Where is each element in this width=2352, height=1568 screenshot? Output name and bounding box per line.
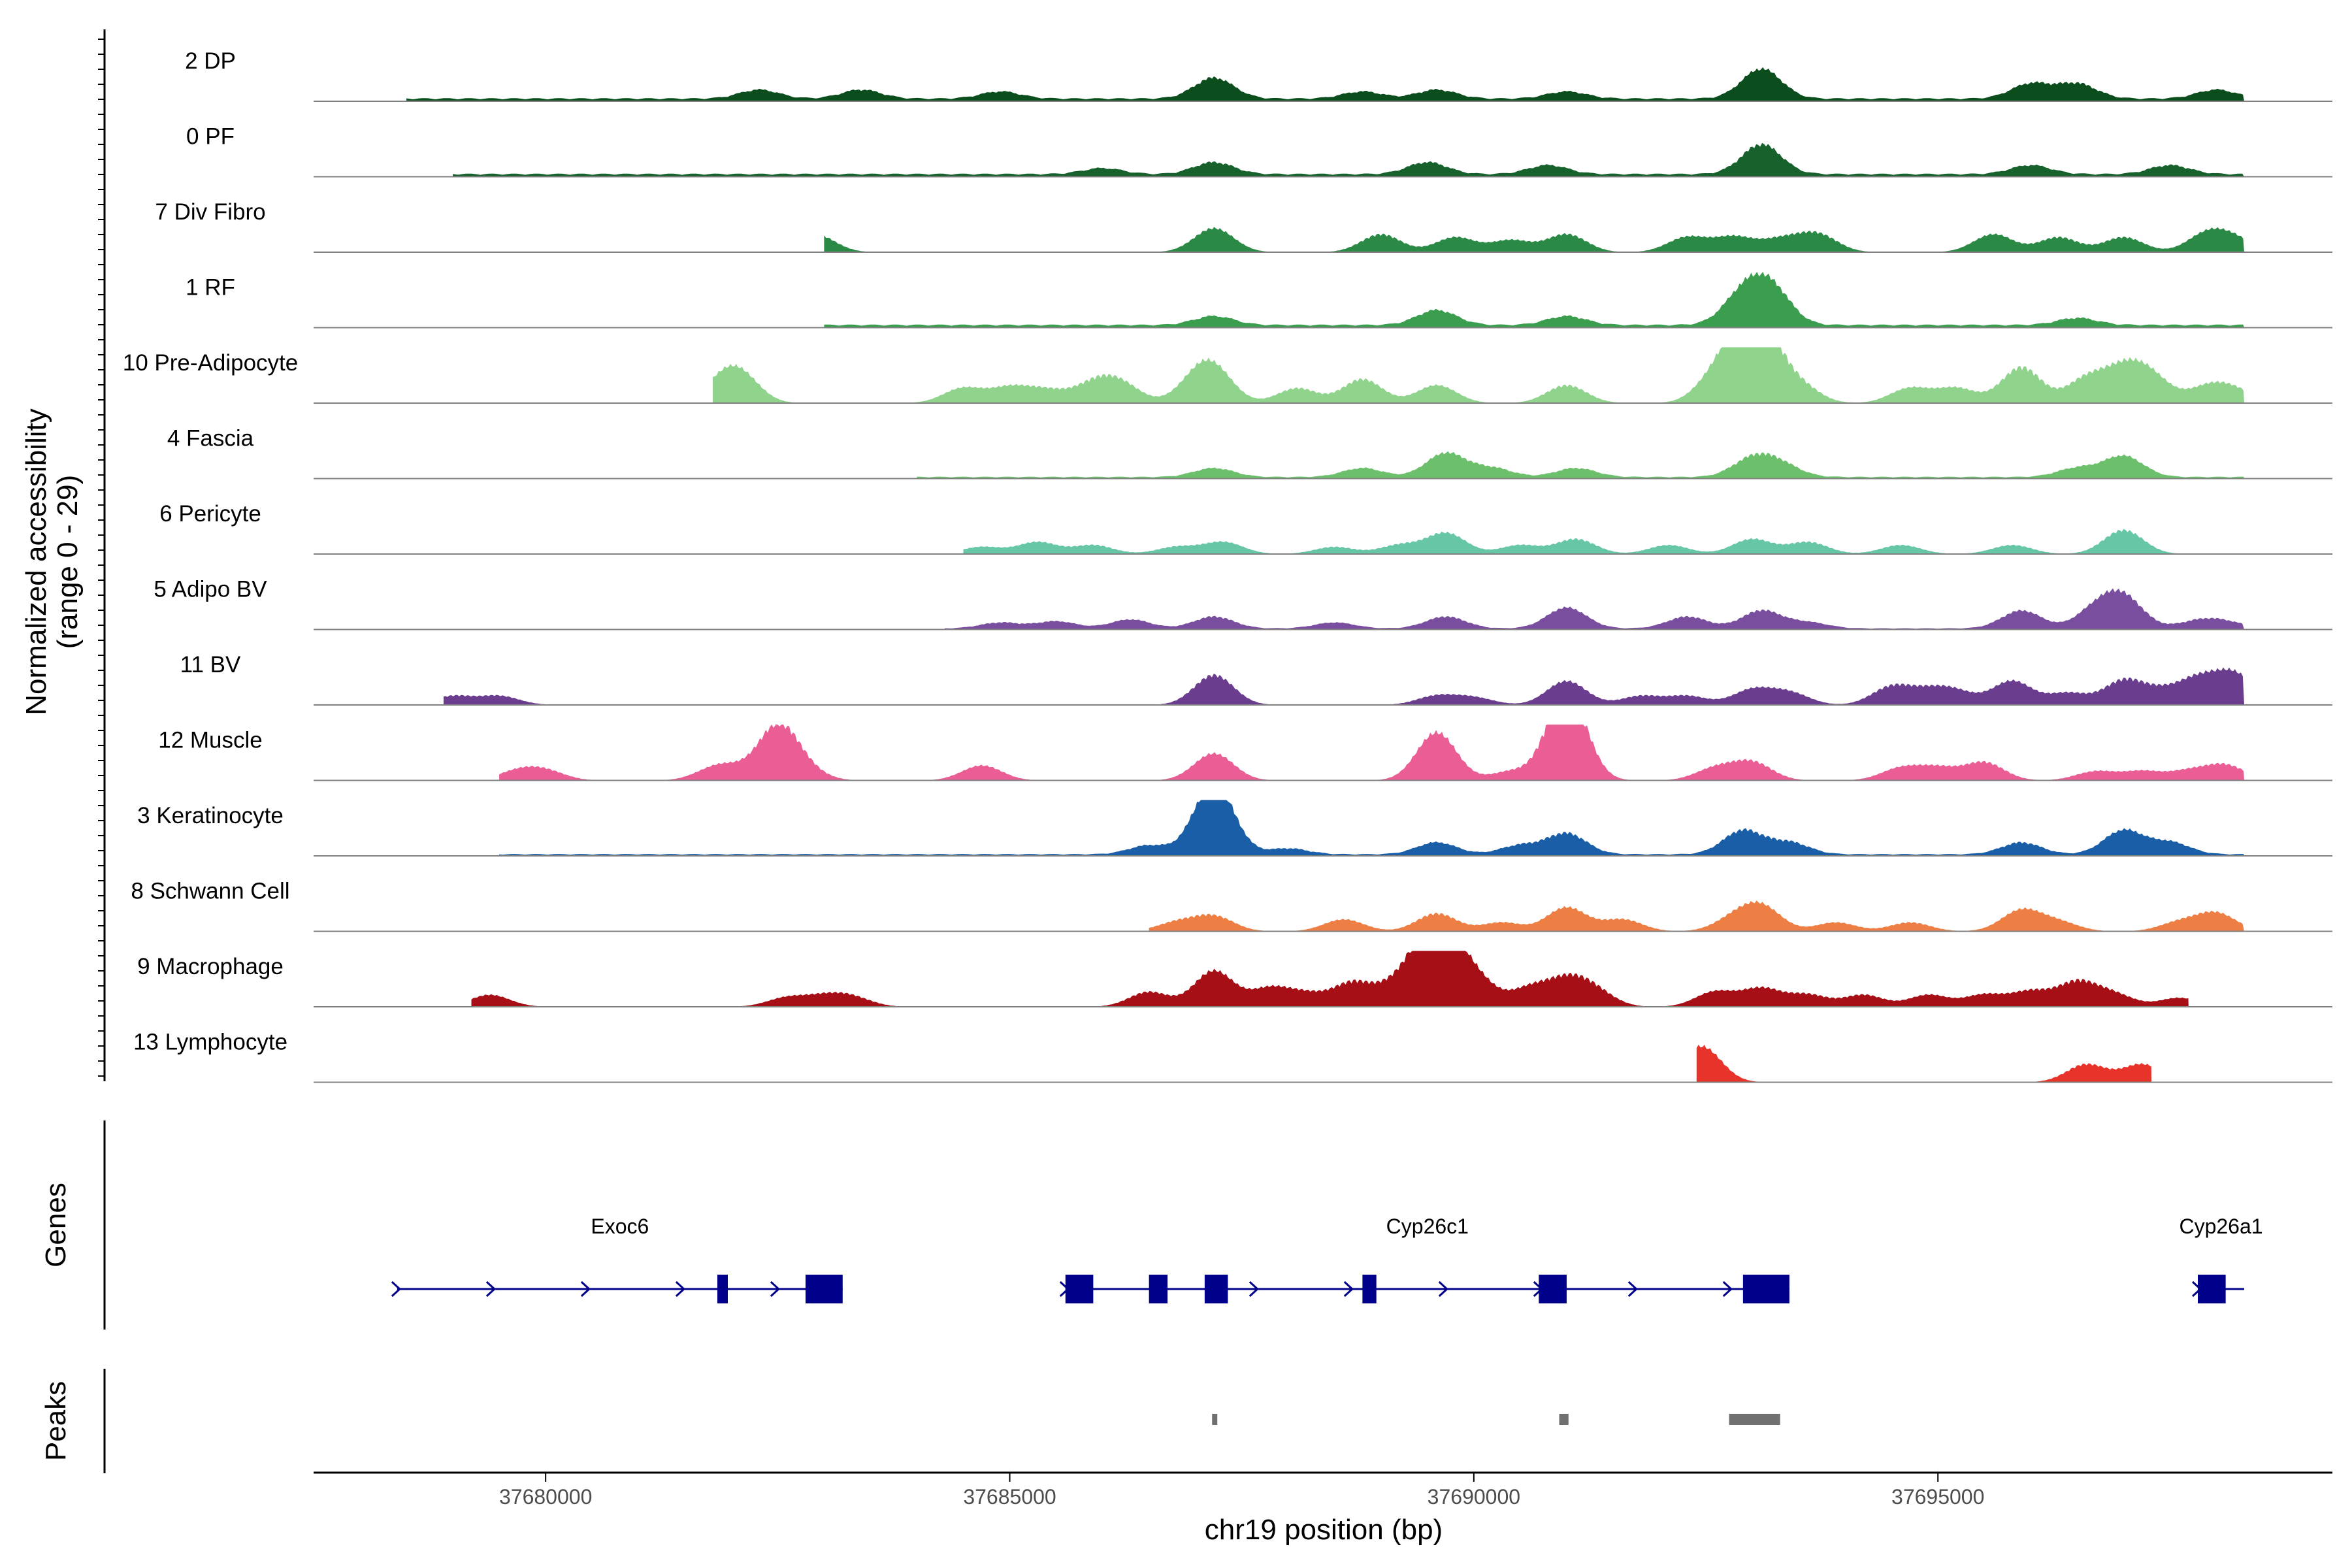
genes-axis-label: Genes [40, 1183, 72, 1267]
genes-panel: Exoc6 Cyp26c1 Cyp26a1 [103, 1120, 2263, 1330]
y-axis-label: Normalized accessibility [20, 408, 52, 715]
track-label: 9 Macrophage [137, 954, 284, 979]
coverage-area [499, 800, 2244, 856]
peak-region [1559, 1414, 1569, 1425]
track-label: 8 Schwann Cell [131, 879, 289, 904]
coverage-area [471, 951, 2189, 1007]
gene-exon [2198, 1275, 2226, 1303]
coverage-area [917, 451, 2244, 479]
coverage-area [499, 725, 2244, 781]
x-tick-label: 37680000 [499, 1485, 592, 1509]
x-axis-label: chr19 position (bp) [1205, 1514, 1443, 1546]
peaks-axis-label: Peaks [40, 1381, 72, 1461]
strand-arrow [675, 1281, 686, 1298]
track-label: 11 BV [180, 652, 241, 678]
coverage-area [824, 272, 2245, 328]
coverage-area [1149, 900, 2244, 932]
strand-arrow [1249, 1281, 1259, 1298]
gene-name: Cyp26a1 [2179, 1215, 2262, 1238]
gene-exon [1204, 1275, 1228, 1303]
gene-name: Exoc6 [591, 1215, 649, 1238]
track-label: 13 Lymphocyte [133, 1030, 287, 1055]
gene-name: Cyp26c1 [1386, 1215, 1469, 1238]
strand-arrow [1343, 1281, 1354, 1298]
y-axis [98, 29, 106, 1081]
track-label: 2 DP [185, 48, 236, 74]
track-label: 10 Pre-Adipocyte [123, 350, 298, 376]
strand-arrow [391, 1281, 402, 1298]
gene-exon [717, 1275, 728, 1303]
coverage-area [453, 142, 2244, 177]
y-axis-sublabel: (range 0 - 29) [52, 475, 84, 649]
coverage-area [406, 67, 2244, 101]
peak-region [1212, 1414, 1218, 1425]
coverage-area [443, 667, 2245, 705]
track-label: 5 Adipo BV [154, 577, 267, 602]
strand-arrow [485, 1281, 497, 1298]
track-label: 4 Fascia [167, 426, 254, 451]
gene-exon [1539, 1275, 1567, 1303]
gene-exon [1149, 1275, 1168, 1303]
strand-arrow [770, 1281, 781, 1298]
gene-exon [1065, 1275, 1094, 1303]
x-tick-label: 37685000 [963, 1485, 1056, 1509]
x-tick-label: 37690000 [1428, 1485, 1520, 1509]
track-label: 6 Pericyte [159, 501, 261, 527]
track-label: 12 Muscle [158, 728, 263, 753]
track-label: 0 PF [186, 124, 235, 150]
coverage-area [945, 588, 2244, 630]
strand-arrow [1627, 1281, 1638, 1298]
coverage-area [1696, 1045, 2151, 1083]
strand-arrow [580, 1281, 591, 1298]
gene-exon [1742, 1275, 1789, 1303]
peaks-panel [103, 1369, 1780, 1473]
track-label: 7 Div Fibro [155, 199, 265, 225]
x-tick-label: 37695000 [1891, 1485, 1984, 1509]
x-axis: 37680000 37685000 37690000 37695000 [314, 1471, 2332, 1509]
track-label: 3 Keratinocyte [137, 803, 284, 828]
gene-exon [1362, 1275, 1377, 1303]
strand-arrow [1722, 1281, 1733, 1298]
strand-arrow [1438, 1281, 1448, 1298]
coverage-area [963, 529, 2244, 554]
coverage-area [824, 227, 2245, 252]
peak-region [1729, 1414, 1780, 1425]
coverage-panel: 2 DP 0 PF 7 Div Fibro 1 RF 10 Pre-Adipocyte 4… [123, 48, 2332, 1083]
track-label: 1 RF [186, 275, 235, 301]
coverage-area [712, 347, 2245, 403]
gene-exon [805, 1275, 843, 1303]
